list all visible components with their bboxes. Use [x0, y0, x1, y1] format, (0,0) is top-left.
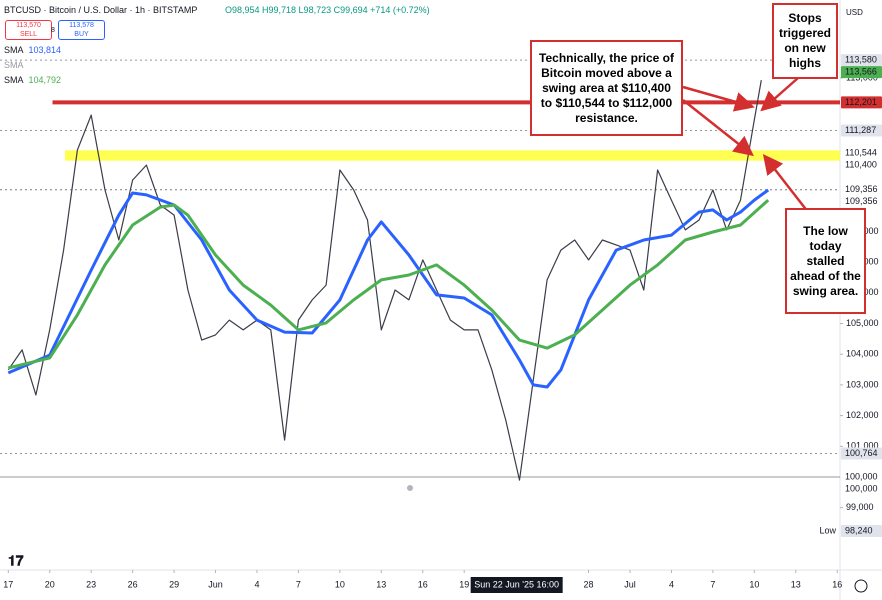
x-tick-label: 26	[128, 579, 138, 589]
indicator-name: SMA	[4, 45, 24, 55]
x-tick-label: 7	[296, 579, 301, 589]
price-tag-label: 110,400	[845, 160, 877, 170]
price-tag	[841, 54, 882, 67]
price-tag	[841, 470, 882, 483]
price-tag-label: 111,287	[845, 125, 876, 135]
indicator-name: SMA	[4, 60, 24, 70]
spread: 8	[51, 27, 55, 34]
indicator-row: SMA 104,792	[4, 75, 61, 85]
price-tag-label: 100,000	[845, 483, 878, 493]
swing-band	[64, 150, 841, 161]
price-tag	[841, 66, 882, 79]
x-tick-label: 28	[584, 579, 594, 589]
price-tag	[841, 447, 882, 460]
indicator-name: SMA	[4, 75, 24, 85]
y-tick-label: 104,000	[846, 349, 879, 359]
price-tag-label: 98,240	[845, 525, 873, 535]
y-tick-label: 102,000	[846, 410, 879, 420]
price-tag	[841, 195, 882, 208]
x-tick-label: 16	[832, 579, 842, 589]
y-tick-label: 103,000	[846, 379, 879, 389]
x-tick-label: 23	[86, 579, 96, 589]
symbol: BTCUSD · Bitcoin / U.S. Dollar · 1h · BI…	[4, 5, 198, 15]
annotation: Technically, the price of Bitcoin moved …	[530, 40, 683, 136]
x-tick-label: 4	[669, 579, 674, 589]
crosshair-tag	[470, 577, 563, 593]
annotation: The low today stalled ahead of the swing…	[785, 208, 866, 314]
price-tag-label: 109,356	[845, 196, 878, 206]
x-tick-label: Jul	[624, 579, 636, 589]
sell-label: SELL	[19, 31, 38, 38]
price-tag	[841, 525, 882, 538]
y-tick-label: 99,000	[846, 502, 874, 512]
price-tag-label: 112,201	[845, 97, 877, 107]
x-tick-label: 29	[169, 579, 179, 589]
price-tag	[841, 482, 882, 495]
indicator-row: SMA	[4, 60, 24, 70]
x-tick-label: 4	[254, 579, 259, 589]
price-tag	[841, 183, 882, 196]
currency: USD	[846, 8, 863, 17]
x-tick-label: 16	[418, 579, 428, 589]
price-tag-label: 113,580	[845, 54, 877, 64]
x-tick-label: 17	[3, 579, 13, 589]
y-tick-label: 105,000	[846, 318, 879, 328]
price-tag	[841, 96, 882, 109]
sma-line	[7, 188, 770, 389]
y-tick-label: 101,000	[846, 441, 879, 451]
x-tick-label: 7	[710, 579, 715, 589]
x-tick-label: Jun	[208, 579, 223, 589]
crosshair-label: Sun 22 Jun '25 16:00	[474, 579, 559, 589]
price-line	[7, 79, 762, 481]
price-tag-label: 100,000	[845, 471, 878, 481]
ohlc: O98,954 H99,718 L98,723 C99,694 +714 (+0…	[225, 5, 430, 15]
marker	[407, 485, 413, 491]
sell-price: 113,570	[16, 22, 41, 29]
arrows	[682, 77, 809, 213]
price-tag-label: 109,356	[845, 184, 878, 194]
buy-price: 113,578	[69, 22, 94, 29]
price-tag-label: 110,544	[845, 148, 877, 158]
logo: 𝟏𝟕	[8, 553, 24, 569]
price-tag	[841, 124, 882, 137]
x-tick-label: 19	[459, 579, 469, 589]
low-label: Low	[819, 525, 836, 535]
buy-button[interactable]: 113,578 BUY	[58, 20, 105, 40]
price-tag	[841, 147, 882, 160]
price-tag-label: 113,566	[845, 66, 877, 76]
indicator-value: 103,814	[28, 45, 62, 55]
x-tick-label: 20	[45, 579, 55, 589]
indicator-value: 104,792	[28, 75, 62, 85]
annotation: Stops triggered on new highs	[772, 3, 838, 79]
settings-icon[interactable]	[854, 579, 868, 593]
indicator-row: SMA 103,814	[4, 45, 61, 55]
x-tick-label: 10	[749, 579, 759, 589]
sell-button[interactable]: 113,570 SELL	[5, 20, 52, 40]
price-tag	[841, 159, 882, 172]
x-tick-label: 13	[376, 579, 386, 589]
buy-label: BUY	[74, 31, 89, 38]
sma-line	[7, 198, 770, 370]
x-tick-label: 13	[791, 579, 801, 589]
price-tag-label: 100,764	[845, 448, 878, 458]
x-tick-label: 10	[335, 579, 345, 589]
